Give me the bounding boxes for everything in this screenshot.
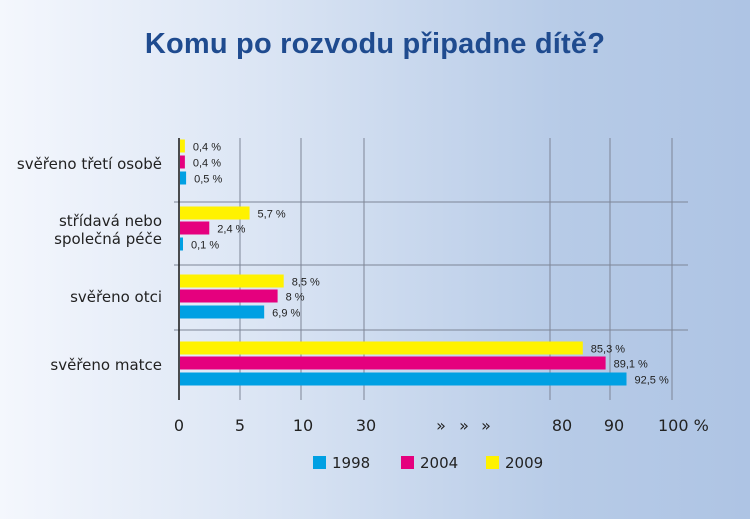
category-label: svěřeno otci [70, 288, 162, 306]
category-label: střídavá nebo společná péče [54, 212, 162, 248]
bar [180, 372, 627, 386]
bar [180, 206, 250, 220]
legend-label: 2009 [505, 454, 543, 472]
bar-data-label: 2,4 % [217, 224, 245, 236]
x-tick-label: » [436, 416, 446, 435]
chart-x-axis: 0 5 10 30 » » » 80 90 100 % [174, 416, 709, 435]
bar-data-label: 85,3 % [591, 344, 625, 356]
x-tick-label: 100 % [658, 416, 709, 435]
bar [180, 274, 284, 288]
bar-data-label: 89,1 % [614, 359, 648, 371]
category-label: svěřeno třetí osobě [17, 155, 162, 173]
category-label-line: svěřeno matce [50, 356, 162, 374]
bar-data-label: 8,5 % [292, 277, 320, 289]
category-label-line: svěřeno otci [70, 288, 162, 306]
bar [180, 305, 265, 319]
bar-data-label: 6,9 % [272, 308, 300, 320]
legend-swatch [401, 456, 414, 469]
chart-grid [174, 138, 688, 400]
bar-data-label: 0,5 % [194, 174, 222, 186]
x-tick-label: » [459, 416, 469, 435]
bar [180, 341, 583, 355]
bar-data-label: 5,7 % [258, 209, 286, 221]
x-tick-label: 5 [235, 416, 245, 435]
legend-swatch [486, 456, 499, 469]
legend-label: 2004 [420, 454, 458, 472]
bar [180, 171, 187, 185]
category-label: svěřeno matce [50, 356, 162, 374]
bar-data-label: 92,5 % [635, 375, 669, 387]
bar [180, 237, 183, 251]
bar-data-label: 8 % [286, 292, 305, 304]
x-tick-label: » [481, 416, 491, 435]
chart-legend: 1998 2004 2009 [313, 454, 543, 472]
bar [180, 155, 185, 169]
category-label-line: svěřeno třetí osobě [17, 155, 162, 173]
x-tick-label: 30 [356, 416, 376, 435]
category-label-line: střídavá nebo [59, 212, 162, 230]
bar-data-label: 0,1 % [191, 240, 219, 252]
x-tick-label: 10 [293, 416, 313, 435]
category-label-line: společná péče [54, 230, 162, 248]
bar-data-label: 0,4 % [193, 158, 221, 170]
legend-swatch [313, 456, 326, 469]
bar [180, 139, 185, 153]
bar [180, 221, 210, 235]
legend-label: 1998 [332, 454, 370, 472]
chart-bars [180, 139, 627, 386]
x-tick-label: 80 [552, 416, 572, 435]
chart-category-labels: svěřeno třetí osobě střídavá nebo společná… [17, 155, 162, 374]
bar [180, 356, 606, 370]
bar [180, 289, 278, 303]
bar-data-label: 0,4 % [193, 142, 221, 154]
chart-data-labels: 0,4 % 0,4 % 0,5 % 5,7 % 2,4 % 0,1 % 8,5 % 8 % 6,… [191, 142, 669, 387]
x-tick-label: 90 [604, 416, 624, 435]
x-tick-label: 0 [174, 416, 184, 435]
chart-title: Komu po rozvodu připadne dítě? [144, 28, 606, 60]
